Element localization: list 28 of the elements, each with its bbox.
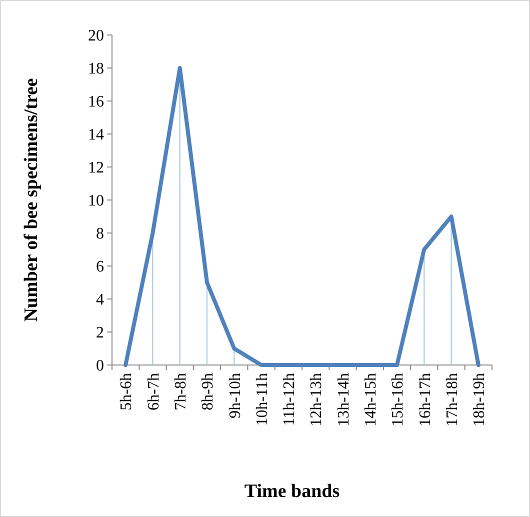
y-tick-label: 4: [96, 292, 104, 309]
y-tick-label: 18: [88, 60, 104, 78]
x-tick-label: 10h-11h: [254, 373, 271, 426]
x-tick-label: 16h-17h: [416, 373, 434, 426]
x-tick-label: 11h-12h: [281, 373, 298, 426]
y-tick-label: 14: [88, 126, 104, 144]
y-tick-label: 2: [96, 324, 104, 342]
line-series: [124, 66, 480, 367]
y-tick-label: 0: [96, 358, 104, 375]
x-tick-label: 13h-14h: [335, 373, 352, 426]
x-tick-label: 7h-8h: [172, 373, 190, 410]
y-axis-title: Number of bee specimens/tree: [21, 78, 42, 322]
y-tick-label: 6: [96, 258, 104, 276]
x-tick-label: 18h-19h: [471, 373, 488, 426]
y-tick-label: 20: [88, 28, 104, 45]
x-tick-label: 14h-15h: [362, 373, 380, 426]
x-tick-label: 17h-18h: [444, 373, 461, 426]
x-tick-label: 15h-16h: [390, 373, 407, 426]
y-tick-label: 12: [88, 160, 104, 177]
x-tick-label: 9h-10h: [226, 373, 244, 418]
x-tick-label: 12h-13h: [308, 373, 326, 426]
y-tick-label: 16: [88, 94, 104, 111]
x-axis-title: Time bands: [244, 481, 340, 502]
y-tick-label: 10: [88, 192, 104, 210]
x-tick-label: 8h-9h: [200, 373, 217, 410]
y-tick-label: 8: [96, 226, 104, 243]
x-tick-label: 5h-6h: [118, 373, 136, 410]
x-tick-label: 6h-7h: [145, 373, 162, 410]
